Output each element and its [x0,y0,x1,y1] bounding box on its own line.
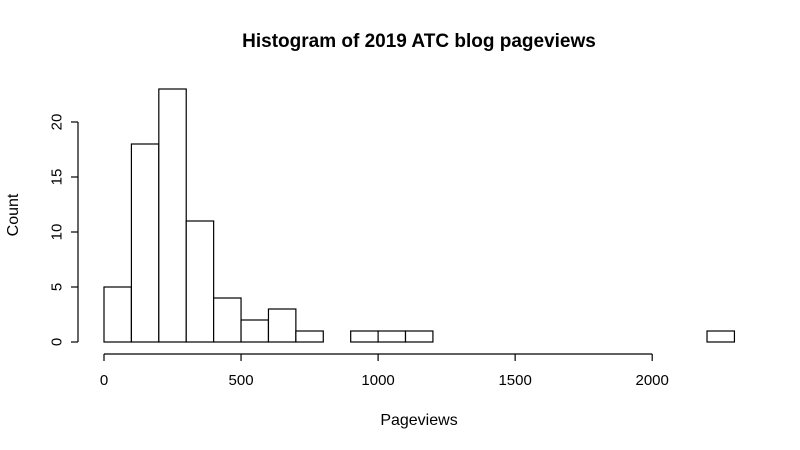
histogram-bar-2200-2300 [706,330,736,343]
histogram-bar-700-800 [295,330,324,343]
x-tick-label: 1000 [361,372,394,389]
histogram-bars [103,88,736,343]
x-tick-label: 500 [229,372,254,389]
y-axis: 0 5 10 15 20 [49,114,79,346]
x-tick-label: 1500 [498,372,531,389]
histogram-bar-1000-1100 [377,330,407,343]
y-tick-label: 0 [49,338,66,346]
x-tick-label: 0 [100,372,108,389]
x-axis: 0 500 1000 1500 2000 [100,353,669,389]
y-tick-label: 5 [49,283,66,291]
histogram-bar-300-400 [185,220,215,343]
histogram-bar-900-1000 [350,330,379,343]
histogram-bar-100-200 [130,143,160,343]
histogram-bar-500-600 [240,319,270,343]
y-tick-label: 15 [49,169,66,186]
histogram-bar-600-700 [267,308,297,343]
histogram-bar-1100-1200 [404,330,434,343]
x-tick-label: 2000 [636,372,669,389]
y-tick-label: 10 [49,224,66,241]
y-axis-label: Count [5,193,22,236]
x-axis-label: Pageviews [380,412,457,429]
y-tick-label: 20 [49,114,66,131]
histogram-bar-0-100 [103,286,133,343]
histogram-bar-400-500 [213,297,242,343]
chart-title: Histogram of 2019 ATC blog pageviews [242,31,596,52]
histogram-bar-200-300 [158,88,187,343]
